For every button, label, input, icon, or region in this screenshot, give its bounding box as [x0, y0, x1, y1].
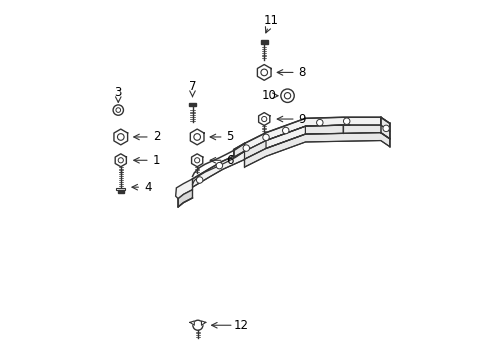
Circle shape [118, 158, 123, 163]
Circle shape [243, 145, 249, 151]
Polygon shape [265, 126, 305, 148]
Circle shape [282, 127, 288, 134]
Text: 11: 11 [264, 14, 278, 27]
Circle shape [284, 93, 290, 99]
Bar [116, 188, 125, 190]
Circle shape [262, 134, 269, 140]
Polygon shape [257, 64, 270, 80]
Polygon shape [190, 129, 203, 145]
Polygon shape [258, 113, 269, 126]
Polygon shape [192, 151, 244, 187]
Text: 7: 7 [188, 80, 196, 93]
Polygon shape [178, 190, 192, 207]
Polygon shape [115, 154, 126, 167]
Text: 3: 3 [114, 86, 122, 99]
Circle shape [261, 69, 267, 76]
Polygon shape [305, 125, 343, 134]
Circle shape [196, 177, 203, 183]
Text: 6: 6 [226, 154, 233, 167]
Text: 5: 5 [226, 130, 233, 144]
Circle shape [343, 118, 349, 125]
Text: 2: 2 [153, 130, 160, 144]
Polygon shape [244, 125, 389, 159]
Circle shape [316, 120, 323, 126]
Circle shape [117, 134, 124, 140]
Polygon shape [191, 154, 203, 167]
Circle shape [261, 116, 266, 122]
Polygon shape [244, 133, 389, 167]
Polygon shape [175, 179, 192, 199]
Bar [117, 190, 124, 193]
Circle shape [382, 125, 388, 132]
Polygon shape [244, 117, 389, 151]
Text: 12: 12 [233, 319, 248, 332]
Text: 4: 4 [143, 181, 151, 194]
Polygon shape [114, 129, 127, 145]
Polygon shape [201, 321, 205, 325]
Text: 1: 1 [153, 154, 160, 167]
Circle shape [216, 162, 222, 169]
Circle shape [192, 320, 203, 330]
Circle shape [113, 105, 123, 115]
Circle shape [194, 158, 199, 163]
Bar [260, 40, 267, 44]
Bar [188, 103, 196, 106]
Text: 9: 9 [298, 113, 305, 126]
Polygon shape [190, 321, 194, 325]
Text: 10: 10 [262, 89, 277, 102]
Polygon shape [233, 143, 244, 157]
Polygon shape [380, 117, 389, 139]
Circle shape [280, 89, 294, 103]
Circle shape [116, 108, 121, 112]
Circle shape [193, 134, 200, 140]
Text: 8: 8 [298, 66, 305, 79]
Polygon shape [305, 125, 349, 126]
